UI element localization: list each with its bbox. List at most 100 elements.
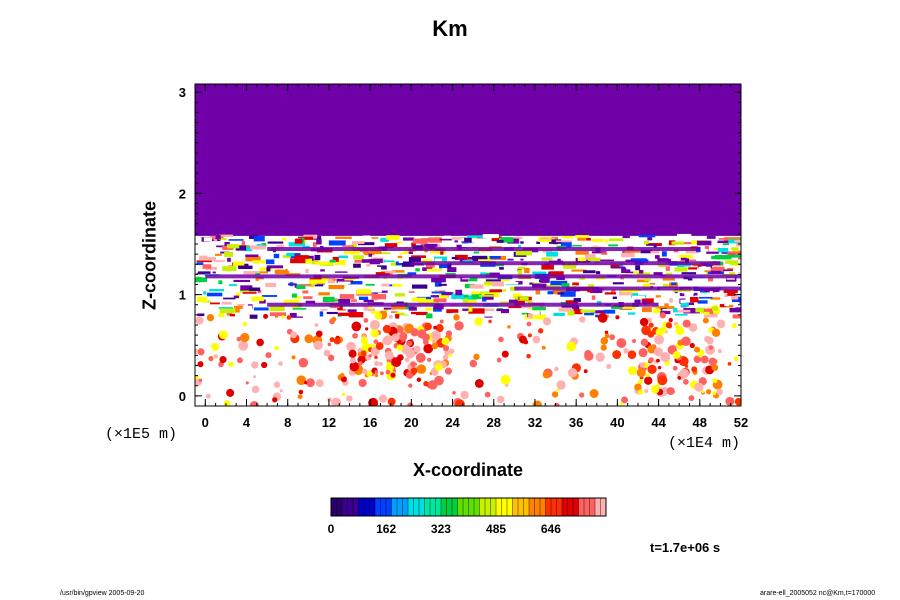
band-cell [434, 258, 442, 263]
band-cell [240, 285, 253, 291]
band-cell [249, 314, 258, 319]
colorbar-cell [507, 498, 513, 516]
plot-frame [194, 83, 742, 407]
band-cell [643, 300, 647, 305]
band-cell [404, 311, 409, 315]
band-cell [680, 279, 688, 282]
band-cell [485, 279, 501, 282]
band-cell [467, 256, 476, 261]
band-cell [586, 237, 591, 241]
lower-cell [357, 353, 361, 357]
lower-cell [386, 361, 392, 367]
band-cell [332, 256, 339, 262]
lower-cell [527, 312, 534, 319]
lower-cell [579, 392, 585, 398]
colorbar-cell [358, 498, 365, 516]
band-cell [374, 266, 382, 272]
lower-cell [537, 328, 544, 334]
band-cell [253, 307, 269, 311]
band-cell [479, 295, 496, 297]
band-cell [717, 240, 730, 244]
band-cell [391, 304, 406, 310]
band-cell [591, 251, 607, 254]
band-cell [420, 242, 425, 248]
band-cell [411, 242, 416, 248]
lower-cell [205, 393, 211, 399]
lower-cell [688, 323, 698, 332]
band-cell [233, 279, 251, 283]
band-cell [459, 258, 465, 263]
band-cell [257, 289, 262, 294]
lower-cell [567, 368, 578, 378]
band-cell [671, 290, 683, 292]
lower-cell [448, 348, 455, 355]
lower-cell [500, 374, 511, 385]
band-cell [314, 254, 321, 261]
lower-cell [274, 345, 279, 351]
band-cell [724, 294, 729, 298]
colorbar-cell [397, 498, 403, 516]
lower-cell [606, 363, 612, 369]
lower-cell [496, 395, 505, 404]
lower-cell [374, 370, 379, 374]
band-cell [609, 238, 624, 242]
band-cell [504, 281, 519, 285]
lower-cell [672, 351, 681, 359]
band-cell [199, 257, 216, 261]
colorbar-cell [375, 498, 381, 516]
band-cell [447, 263, 452, 269]
band-cell [328, 240, 346, 246]
lower-cell [578, 316, 586, 323]
band-cell [467, 235, 484, 238]
band-cell [388, 310, 393, 314]
lower-cell [439, 319, 444, 324]
band-cell [292, 307, 307, 310]
band-cell [433, 298, 447, 303]
band-cell [464, 299, 477, 305]
band-cell [644, 278, 651, 282]
lower-cell [647, 364, 657, 374]
band-cell [401, 261, 415, 267]
band-cell [550, 280, 568, 286]
band-cell [711, 306, 718, 311]
band-cell [397, 277, 403, 280]
lower-cell [242, 321, 248, 327]
band-cell [478, 259, 492, 262]
lower-cell [297, 394, 303, 400]
band-cell [471, 291, 480, 295]
lower-cell [370, 350, 377, 357]
lower-cell [725, 396, 735, 406]
band-cell [707, 267, 725, 272]
lower-cell [637, 379, 643, 385]
band-cell [462, 308, 469, 311]
lower-cell [434, 362, 443, 371]
lower-cell [273, 381, 281, 388]
band-cell [222, 266, 237, 272]
band-cell [532, 283, 547, 288]
lower-cell [711, 364, 719, 372]
band-cell [342, 245, 354, 247]
band-cell [554, 266, 559, 271]
band-cell [636, 272, 651, 276]
band-cell [724, 254, 741, 258]
lower-cell [584, 351, 594, 361]
band-cell [220, 261, 233, 266]
colorbar-cell [490, 498, 497, 516]
band-stripe [267, 247, 700, 252]
band-cell [592, 242, 600, 246]
x-tick-label: 24 [445, 415, 460, 430]
band-cell [356, 267, 362, 271]
band-cell [365, 239, 378, 243]
lower-cell [357, 347, 362, 353]
lower-cell [298, 357, 309, 368]
y-axis-unit: (×1E5 m) [105, 426, 178, 443]
band-cell [488, 246, 502, 248]
lower-cell [391, 333, 400, 342]
lower-cell [612, 350, 622, 359]
colorbar-tick-label: 323 [431, 522, 451, 536]
band-cell [353, 253, 365, 256]
band-cell [305, 300, 316, 304]
band-cell [296, 312, 312, 317]
band-cell [347, 309, 357, 312]
lower-cell [236, 336, 242, 342]
